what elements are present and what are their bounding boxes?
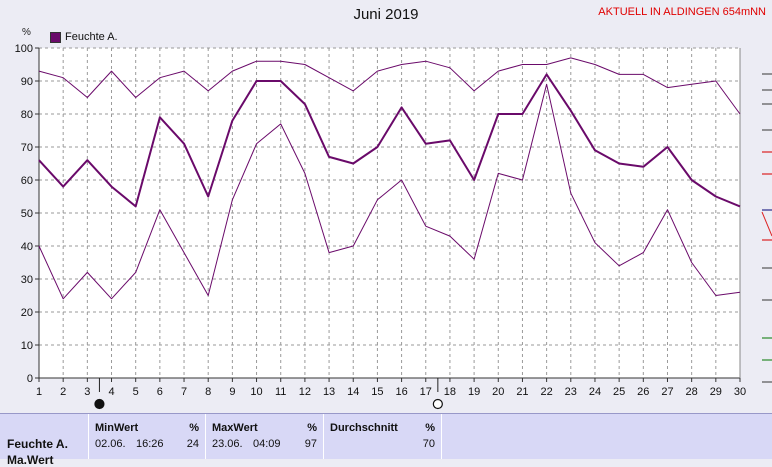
max-date: 23.06. — [212, 438, 243, 450]
full-moon-icon — [432, 398, 443, 410]
y-tick-label: 30 — [21, 274, 33, 286]
min-unit: % — [189, 422, 199, 434]
legend-label: Feuchte A. — [65, 31, 118, 43]
avg-title: Durchschnitt — [330, 422, 398, 434]
y-tick-label: 10 — [21, 340, 33, 352]
x-tick-label: 5 — [133, 386, 139, 398]
legend: Feuchte A. — [50, 31, 118, 43]
x-tick-label: 25 — [613, 386, 625, 398]
max-title: MaxWert — [212, 422, 258, 434]
summary-series-label: Feuchte A. — [7, 437, 68, 451]
max-value: 97 — [304, 438, 317, 450]
x-tick-label: 13 — [323, 386, 335, 398]
x-tick-label: 9 — [229, 386, 235, 398]
y-tick-label: 0 — [27, 373, 33, 385]
y-tick-label: 20 — [21, 307, 33, 319]
location-label: AKTUELL IN ALDINGEN 654mNN — [598, 6, 766, 18]
chart-title: Juni 2019 — [353, 6, 419, 23]
max-cell: MaxWert % 23.06. 04:09 97 — [205, 414, 323, 459]
grid — [39, 47, 740, 378]
x-tick-label: 23 — [565, 386, 577, 398]
series-line-mean — [38, 73, 741, 208]
y-tick-label: 80 — [21, 109, 33, 121]
x-tick-label: 27 — [661, 386, 673, 398]
x-tick-label: 21 — [516, 386, 528, 398]
max-time: 04:09 — [253, 438, 281, 450]
x-tick-label: 24 — [589, 386, 601, 398]
x-tick-label: 29 — [710, 386, 722, 398]
x-tick-label: 11 — [275, 386, 286, 398]
x-tick-label: 4 — [108, 386, 114, 398]
empty-cell — [441, 414, 759, 459]
x-tick-label: 6 — [157, 386, 163, 398]
series-line-min — [38, 83, 741, 300]
summary-panel: Feuchte A. Ma.Wert MinWert % 02.06. 16:2… — [0, 413, 772, 467]
x-tick-label: 18 — [444, 386, 456, 398]
right-edge-indicators — [761, 73, 772, 383]
right-indicator-stroke — [761, 211, 772, 237]
x-tick-label: 15 — [371, 386, 383, 398]
summary-series-label-2: Ma.Wert — [7, 453, 54, 467]
series-line-max — [38, 57, 741, 115]
y-unit-label: % — [22, 27, 31, 38]
x-tick-label: 20 — [492, 386, 504, 398]
avg-cell: Durchschnitt % 70 — [323, 414, 441, 459]
x-tick-label: 2 — [60, 386, 66, 398]
min-cell: MinWert % 02.06. 16:26 24 — [88, 414, 205, 459]
y-tick-label: 60 — [21, 175, 33, 187]
y-tick-label: 70 — [21, 142, 33, 154]
moon-markers — [94, 378, 443, 410]
y-tick-label: 100 — [15, 43, 33, 55]
new-moon-icon — [94, 398, 105, 410]
avg-unit: % — [425, 422, 435, 434]
x-tick-label: 14 — [347, 386, 359, 398]
x-tick-label: 7 — [181, 386, 187, 398]
x-tick-label: 19 — [468, 386, 480, 398]
min-date: 02.06. — [95, 438, 126, 450]
y-tick-label: 40 — [21, 241, 33, 253]
min-title: MinWert — [95, 422, 139, 434]
avg-value: 70 — [422, 438, 435, 450]
x-tick-label: 8 — [205, 386, 211, 398]
y-tick-label: 50 — [21, 208, 33, 220]
x-tick-label: 16 — [395, 386, 407, 398]
x-tick-label: 22 — [540, 386, 552, 398]
series-lines — [38, 57, 741, 300]
x-tick-label: 30 — [734, 386, 746, 398]
x-tick-label: 28 — [686, 386, 698, 398]
y-tick-label: 90 — [21, 76, 33, 88]
x-tick-label: 12 — [299, 386, 311, 398]
x-tick-label: 3 — [84, 386, 90, 398]
x-tick-label: 10 — [250, 386, 262, 398]
min-value: 24 — [186, 438, 199, 450]
x-tick-label: 1 — [36, 386, 42, 398]
max-unit: % — [307, 422, 317, 434]
x-tick-label: 17 — [420, 386, 432, 398]
legend-swatch — [50, 31, 61, 43]
min-time: 16:26 — [136, 438, 164, 450]
x-tick-label: 26 — [637, 386, 649, 398]
